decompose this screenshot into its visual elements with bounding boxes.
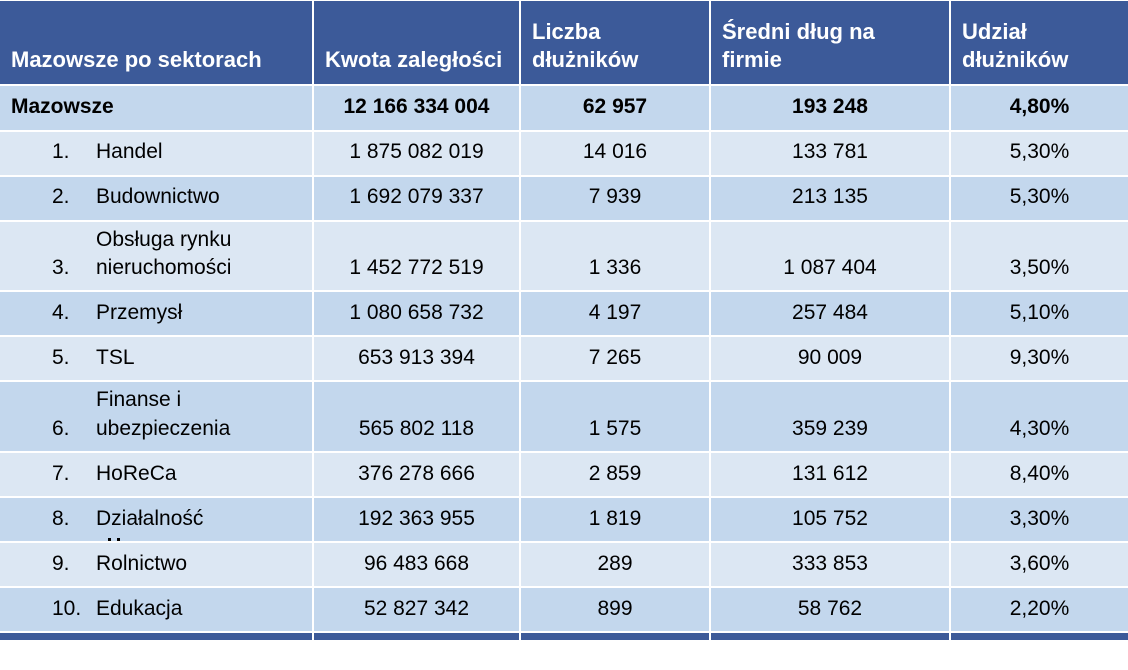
udzial-value: 4,30% (950, 381, 1128, 453)
liczba-value: 289 (520, 541, 711, 588)
liczba-value: 2 859 (520, 451, 711, 498)
table-row: 5. TSL 653 913 394 7 265 90 009 9,30% (0, 336, 1128, 383)
liczba-value: 7 265 (520, 336, 711, 383)
column-header-sector: Mazowsze po sektorach (0, 0, 314, 86)
row-number: 3. (52, 255, 70, 279)
summary-udzial-value: 4,80% (950, 84, 1128, 132)
liczba-value: 4 197 (520, 291, 711, 338)
header-row: Mazowsze po sektorach Kwota zaległości L… (0, 0, 1128, 86)
summary-row: Mazowsze 12 166 334 004 62 957 193 248 4… (0, 84, 1128, 132)
sectors-table: Mazowsze po sektorach Kwota zaległości L… (0, 0, 1128, 640)
sector-name: Handel (96, 140, 163, 164)
udzial-value: 3,30% (950, 496, 1128, 543)
bottom-row-partial (0, 631, 1128, 640)
sredni-value: 131 612 (710, 451, 951, 498)
liczba-value: 14 016 (520, 130, 711, 177)
liczba-value: 1 336 (520, 220, 711, 293)
udzial-value: 8,40% (950, 451, 1128, 498)
sector-name: Przemysł (96, 300, 183, 324)
udzial-value: 5,10% (950, 291, 1128, 338)
liczba-value: 7 939 (520, 175, 711, 222)
udzial-value: 3,60% (950, 541, 1128, 588)
liczba-value: 1 575 (520, 381, 711, 453)
udzial-value: 9,30% (950, 336, 1128, 383)
column-header-kwota: Kwota zaległości (313, 0, 521, 86)
table-row: 10. Edukacja 52 827 342 899 58 762 2,20% (0, 586, 1128, 633)
sredni-value: 105 752 (710, 496, 951, 543)
udzial-value: 2,20% (950, 586, 1128, 633)
sredni-value: 58 762 (710, 586, 951, 633)
sector-name: Działalność (96, 506, 204, 530)
sredni-value: 333 853 (710, 541, 951, 588)
kwota-value: 1 452 772 519 (313, 220, 521, 293)
row-number: 10. (52, 596, 82, 620)
kwota-value: 52 827 342 (313, 586, 521, 633)
summary-liczba-value: 62 957 (520, 84, 711, 132)
sector-name: Budownictwo (96, 185, 220, 209)
table-row: 9. Rolnictwo 96 483 668 289 333 853 3,60… (0, 541, 1128, 588)
clipped-text-fragment (108, 537, 120, 540)
table-row: 3. Obsługa rynku nieruchomości 1 452 772… (0, 220, 1128, 293)
column-header-liczba: Liczba dłużników (520, 0, 711, 86)
row-number: 1. (52, 140, 70, 164)
kwota-value: 565 802 118 (313, 381, 521, 453)
sredni-value: 359 239 (710, 381, 951, 453)
summary-sredni-value: 193 248 (710, 84, 951, 132)
summary-kwota-value: 12 166 334 004 (313, 84, 521, 132)
table-row: 8. Działalność 192 363 955 1 819 105 752… (0, 496, 1128, 543)
table-row: 2. Budownictwo 1 692 079 337 7 939 213 1… (0, 175, 1128, 222)
row-number: 4. (52, 300, 70, 324)
sector-name: HoReCa (96, 461, 177, 485)
kwota-value: 653 913 394 (313, 336, 521, 383)
column-header-udzial: Udział dłużników (950, 0, 1128, 86)
sector-name: Finanse i ubezpieczenia (96, 388, 231, 440)
udzial-value: 5,30% (950, 130, 1128, 177)
kwota-value: 1 692 079 337 (313, 175, 521, 222)
table-row: 1. Handel 1 875 082 019 14 016 133 781 5… (0, 130, 1128, 177)
sredni-value: 213 135 (710, 175, 951, 222)
table-row: 4. Przemysł 1 080 658 732 4 197 257 484 … (0, 291, 1128, 338)
kwota-value: 96 483 668 (313, 541, 521, 588)
sector-name: Edukacja (96, 596, 183, 620)
sector-name: Rolnictwo (96, 551, 188, 575)
sredni-value: 257 484 (710, 291, 951, 338)
table-row: 6. Finanse i ubezpieczenia 565 802 118 1… (0, 381, 1128, 453)
row-number: 6. (52, 416, 70, 440)
sector-name: Obsługa rynku nieruchomości (96, 227, 232, 279)
udzial-value: 5,30% (950, 175, 1128, 222)
liczba-value: 899 (520, 586, 711, 633)
summary-region-name: Mazowsze (0, 84, 314, 132)
kwota-value: 376 278 666 (313, 451, 521, 498)
liczba-value: 1 819 (520, 496, 711, 543)
sredni-value: 133 781 (710, 130, 951, 177)
kwota-value: 192 363 955 (313, 496, 521, 543)
row-number: 7. (52, 461, 70, 485)
column-header-sredni: Średni dług na firmie (710, 0, 951, 86)
kwota-value: 1 080 658 732 (313, 291, 521, 338)
sredni-value: 1 087 404 (710, 220, 951, 293)
row-number: 8. (52, 506, 70, 530)
sector-name: TSL (96, 345, 135, 369)
udzial-value: 3,50% (950, 220, 1128, 293)
row-number: 9. (52, 551, 70, 575)
sredni-value: 90 009 (710, 336, 951, 383)
row-number: 5. (52, 345, 70, 369)
kwota-value: 1 875 082 019 (313, 130, 521, 177)
table-row: 7. HoReCa 376 278 666 2 859 131 612 8,40… (0, 451, 1128, 498)
row-number: 2. (52, 185, 70, 209)
